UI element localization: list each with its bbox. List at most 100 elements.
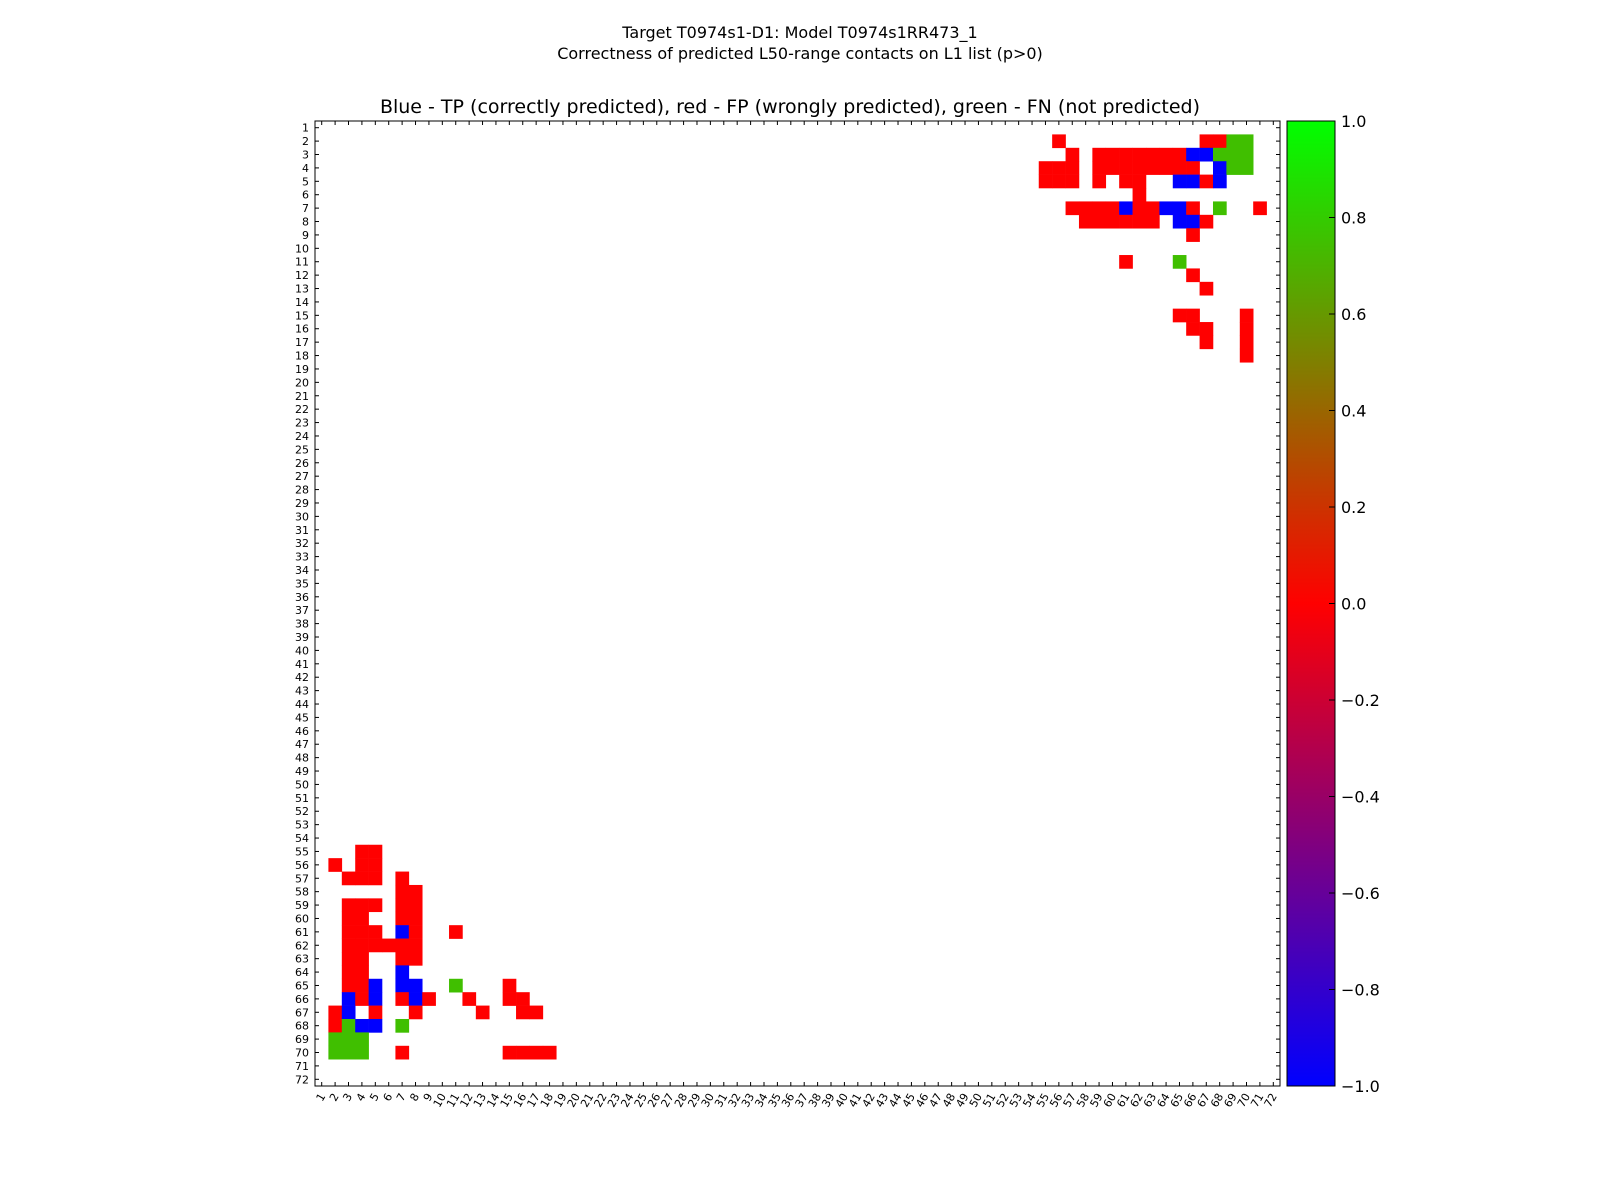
y-tick-label: 33 [295, 551, 309, 564]
x-tick-label: 22 [591, 1091, 609, 1110]
contact-cell-7-59 [1092, 201, 1107, 216]
contact-cell-57-7 [395, 871, 410, 886]
y-tick-label: 12 [295, 269, 309, 282]
x-tick-label: 27 [659, 1091, 677, 1110]
x-tick-label: 36 [779, 1091, 797, 1110]
y-tick-label: 69 [295, 1033, 309, 1046]
contact-cell-7-63 [1145, 201, 1160, 216]
contact-cell-65-15 [502, 978, 517, 993]
contact-cell-63-7 [395, 951, 410, 966]
contact-cell-3-59 [1092, 147, 1107, 162]
contact-cell-70-18 [542, 1045, 557, 1060]
contact-cell-4-59 [1092, 161, 1107, 175]
y-tick-label: 55 [295, 845, 309, 858]
x-tick-label: 25 [632, 1091, 650, 1110]
contact-cell-5-61 [1119, 174, 1133, 189]
colorbar-tick-label: −0.8 [1341, 981, 1380, 1000]
contact-cell-56-5 [368, 858, 383, 872]
contact-cell-5-68 [1212, 174, 1227, 189]
contact-cell-56-2 [328, 858, 343, 872]
contact-cell-69-3 [341, 1032, 356, 1047]
colorbar-tick-label: 0.8 [1341, 209, 1366, 228]
colorbar-tick-label: 0.2 [1341, 498, 1366, 517]
y-tick-label: 20 [295, 376, 309, 389]
y-tick-label: 60 [295, 912, 309, 925]
y-tick-label: 16 [295, 323, 309, 336]
y-tick-label: 49 [295, 765, 309, 778]
x-tick-label: 23 [605, 1091, 623, 1110]
contact-cell-66-7 [395, 992, 410, 1006]
contact-cell-3-68 [1212, 147, 1227, 162]
contact-cell-4-66 [1186, 161, 1200, 175]
x-tick-label: 62 [1128, 1091, 1146, 1110]
x-tick-label: 21 [578, 1091, 596, 1110]
contact-cell-16-67 [1199, 322, 1214, 336]
y-tick-label: 19 [295, 363, 309, 376]
x-tick-label: 51 [980, 1091, 998, 1110]
x-tick-label: 15 [498, 1091, 516, 1110]
colorbar [1286, 120, 1336, 1087]
y-tick-label: 71 [295, 1060, 309, 1073]
contact-cell-5-62 [1132, 174, 1147, 189]
y-tick-label: 6 [302, 189, 309, 202]
x-tick-label: 19 [551, 1091, 569, 1110]
y-tick-label: 53 [295, 819, 309, 832]
contact-cell-7-65 [1172, 201, 1187, 216]
x-tick-label: 65 [1168, 1091, 1186, 1110]
contact-cell-2-56 [1052, 134, 1066, 149]
y-tick-label: 18 [295, 350, 309, 363]
contact-cell-66-15 [502, 992, 517, 1006]
contact-cell-70-16 [516, 1045, 530, 1060]
contact-cell-5-67 [1199, 174, 1214, 189]
x-tick-label: 54 [1020, 1091, 1038, 1110]
x-tick-label: 42 [860, 1091, 878, 1110]
contact-cell-5-57 [1065, 174, 1080, 189]
y-tick-label: 62 [295, 939, 309, 952]
y-tick-label: 58 [295, 886, 309, 899]
y-tick-label: 57 [295, 872, 309, 885]
x-tick-label: 48 [940, 1091, 958, 1110]
y-tick-label: 67 [295, 1006, 309, 1019]
contact-cell-58-8 [408, 884, 423, 899]
contact-cell-70-3 [341, 1045, 356, 1060]
contact-cell-66-8 [408, 992, 423, 1006]
x-tick-label: 29 [685, 1091, 703, 1110]
x-tick-label: 72 [1262, 1091, 1280, 1110]
y-tick-label: 29 [295, 497, 309, 510]
y-tick-label: 50 [295, 778, 309, 791]
contact-cell-5-59 [1092, 174, 1107, 189]
colorbar-tick-label: −1.0 [1341, 1077, 1380, 1096]
contact-cell-8-58 [1078, 214, 1093, 229]
y-tick-label: 37 [295, 604, 309, 617]
contact-cell-2-67 [1199, 134, 1214, 149]
y-tick-label: 51 [295, 792, 309, 805]
contact-cell-16-66 [1186, 322, 1200, 336]
contact-cell-59-3 [341, 898, 356, 913]
x-tick-label: 60 [1101, 1091, 1119, 1110]
x-tick-label: 41 [846, 1091, 864, 1110]
contact-cell-57-5 [368, 871, 383, 886]
contact-cell-5-66 [1186, 174, 1200, 189]
y-tick-label: 68 [295, 1020, 309, 1033]
contact-cell-66-9 [422, 992, 436, 1006]
contact-cell-4-61 [1119, 161, 1133, 175]
y-tick-label: 23 [295, 417, 309, 430]
contact-cell-4-68 [1212, 161, 1227, 175]
contact-cell-59-4 [355, 898, 369, 913]
contact-cell-12-66 [1186, 268, 1200, 283]
contact-cell-5-55 [1038, 174, 1053, 189]
y-tick-label: 3 [302, 149, 309, 162]
contact-cell-70-7 [395, 1045, 410, 1060]
contact-cell-66-3 [341, 992, 356, 1006]
y-tick-label: 72 [295, 1073, 309, 1086]
contact-cell-4-65 [1172, 161, 1187, 175]
colorbar-tick-label: 0.0 [1341, 595, 1366, 614]
contact-cell-70-17 [529, 1045, 544, 1060]
contact-cell-57-4 [355, 871, 369, 886]
figure-suptitle-line2: Correctness of predicted L50-range conta… [557, 44, 1043, 63]
contact-cell-68-4 [355, 1018, 369, 1033]
contact-cell-9-66 [1186, 228, 1200, 242]
contact-cell-7-57 [1065, 201, 1080, 216]
x-tick-label: 69 [1221, 1091, 1239, 1110]
contact-cell-63-8 [408, 951, 423, 966]
